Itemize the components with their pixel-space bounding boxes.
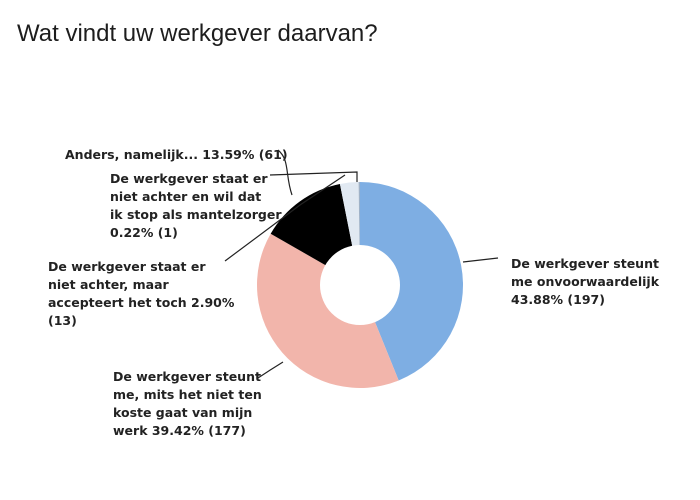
chart-title: Wat vindt uw werkgever daarvan? [17,20,378,47]
leader-line-mits [257,361,284,379]
leader-line-onvoorwaardelijk [462,257,499,263]
slice-onvoorwaardelijk [360,182,463,381]
label-anders: Anders, namelijk... 13.59% (61) [65,147,288,162]
label-steunt-onvoorwaardelijk: De werkgever steunt me onvoorwaardelijk … [511,256,660,307]
label-niet-achter-stop: De werkgever staat er niet achter en wil… [110,171,282,240]
label-niet-achter-accepteert: De werkgever staat er niet achter, maar … [48,259,235,328]
label-steunt-mits: De werkgever steunt me, mits het niet te… [113,369,262,438]
leader-line-stop [269,171,358,182]
leader-line-anders [277,149,293,196]
donut-slices [257,182,463,388]
leader-lines [224,149,499,379]
donut-hole [320,245,400,325]
leader-line-accepteert [224,174,346,262]
slice-mits [257,233,399,388]
